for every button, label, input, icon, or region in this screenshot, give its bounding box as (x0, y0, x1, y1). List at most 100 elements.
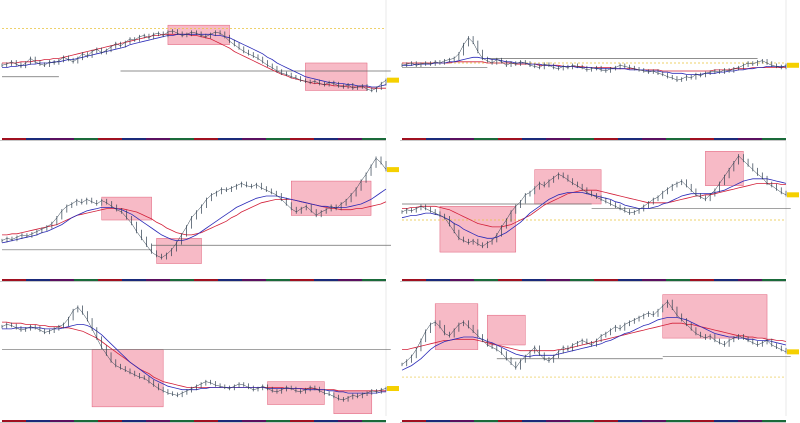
session-strip-segment (474, 138, 498, 140)
session-strip-segment (26, 420, 50, 422)
session-strip-segment (618, 420, 642, 422)
price-axis (786, 141, 800, 282)
session-strip-segment (74, 279, 98, 281)
session-strip-segment (338, 279, 362, 281)
session-strip-segment (738, 138, 762, 140)
session-strip-segment (122, 279, 146, 281)
slow-ma-line (402, 61, 786, 72)
price-line (1, 30, 387, 91)
session-strip-segment (546, 279, 570, 281)
chart-svg (401, 282, 800, 423)
session-strip-segment (690, 138, 714, 140)
session-strip-segment (546, 138, 570, 140)
session-strip-segment (498, 420, 522, 422)
session-strip-segment (594, 138, 618, 140)
session-strip-segment (266, 279, 290, 281)
session-strip-segment (642, 138, 666, 140)
session-strip-segment (146, 420, 170, 422)
slow-ma-line (2, 321, 386, 392)
last-price-tag (387, 77, 399, 83)
chart-panel[interactable] (400, 0, 800, 141)
session-strip-segment (26, 138, 50, 140)
session-strip-segment (338, 420, 362, 422)
session-strip-segment (2, 138, 26, 140)
session-strip-segment (170, 420, 194, 422)
session-strip-segment (362, 420, 386, 422)
session-strip-segment (194, 138, 218, 140)
session-strip-segment (146, 279, 170, 281)
price-line (1, 157, 387, 259)
session-strip-segment (642, 279, 666, 281)
last-price-tag (787, 192, 799, 198)
highlight-zone (101, 196, 152, 221)
last-price-tag (787, 62, 799, 68)
session-strip-segment (474, 420, 498, 422)
last-price-tag (387, 386, 399, 392)
session-strip-segment (146, 138, 170, 140)
chart-svg (1, 282, 400, 423)
session-strip-segment (426, 420, 450, 422)
session-strip-segment (290, 279, 314, 281)
chart-panel[interactable] (0, 0, 400, 141)
session-strip-segment (402, 420, 426, 422)
session-strip-segment (738, 420, 762, 422)
session-strip-segment (762, 138, 786, 140)
fast-ma-line (1, 188, 387, 244)
price-axis (386, 141, 400, 282)
chart-panel[interactable] (400, 282, 800, 423)
session-strip-segment (98, 279, 122, 281)
session-strip-segment (714, 420, 738, 422)
chart-panel[interactable] (0, 141, 400, 282)
session-strip-segment (714, 279, 738, 281)
fast-ma-line (2, 324, 386, 394)
session-strip-segment (242, 279, 266, 281)
session-strip-segment (314, 279, 338, 281)
session-strip-segment (498, 138, 522, 140)
session-strip-segment (2, 420, 26, 422)
chart-panel[interactable] (0, 282, 400, 423)
chart-svg (401, 0, 800, 141)
slow-ma-line (402, 183, 786, 228)
highlight-zone (434, 303, 479, 350)
session-strip-segment (362, 138, 386, 140)
session-strip-segment (194, 420, 218, 422)
session-strip-segment (170, 279, 194, 281)
session-strip-segment (474, 279, 498, 281)
session-strip-segment (450, 138, 474, 140)
session-strip-segment (218, 420, 242, 422)
session-strip-segment (266, 138, 290, 140)
session-strip-segment (338, 138, 362, 140)
session-strip-segment (594, 420, 618, 422)
session-strip-segment (362, 279, 386, 281)
fast-ma-line (2, 33, 387, 88)
highlight-zone (91, 349, 164, 408)
price-line (1, 306, 387, 401)
session-strip-segment (690, 420, 714, 422)
fast-ma-line (402, 56, 786, 75)
session-strip-segment (266, 420, 290, 422)
price-axis (386, 282, 400, 423)
chart-panel[interactable] (400, 141, 800, 282)
session-strip-segment (218, 279, 242, 281)
session-strip-segment (426, 279, 450, 281)
session-strip-segment (122, 420, 146, 422)
session-strip-segment (290, 420, 314, 422)
session-strip-segment (570, 138, 594, 140)
highlight-zone (662, 294, 768, 339)
session-strip-segment (98, 138, 122, 140)
session-strip-segment (522, 138, 546, 140)
session-strip-segment (98, 420, 122, 422)
session-strip-segment (290, 138, 314, 140)
price-line (401, 301, 787, 369)
highlight-zone (534, 169, 602, 205)
session-strip-segment (762, 279, 786, 281)
fast-ma-line (401, 178, 787, 239)
session-strip-segment (402, 138, 426, 140)
session-strip-segment (666, 279, 690, 281)
price-line (401, 155, 787, 247)
session-strip-segment (26, 279, 50, 281)
price-axis (386, 0, 400, 141)
session-strip-segment (242, 138, 266, 140)
session-strip-segment (242, 420, 266, 422)
session-strip-segment (450, 420, 474, 422)
